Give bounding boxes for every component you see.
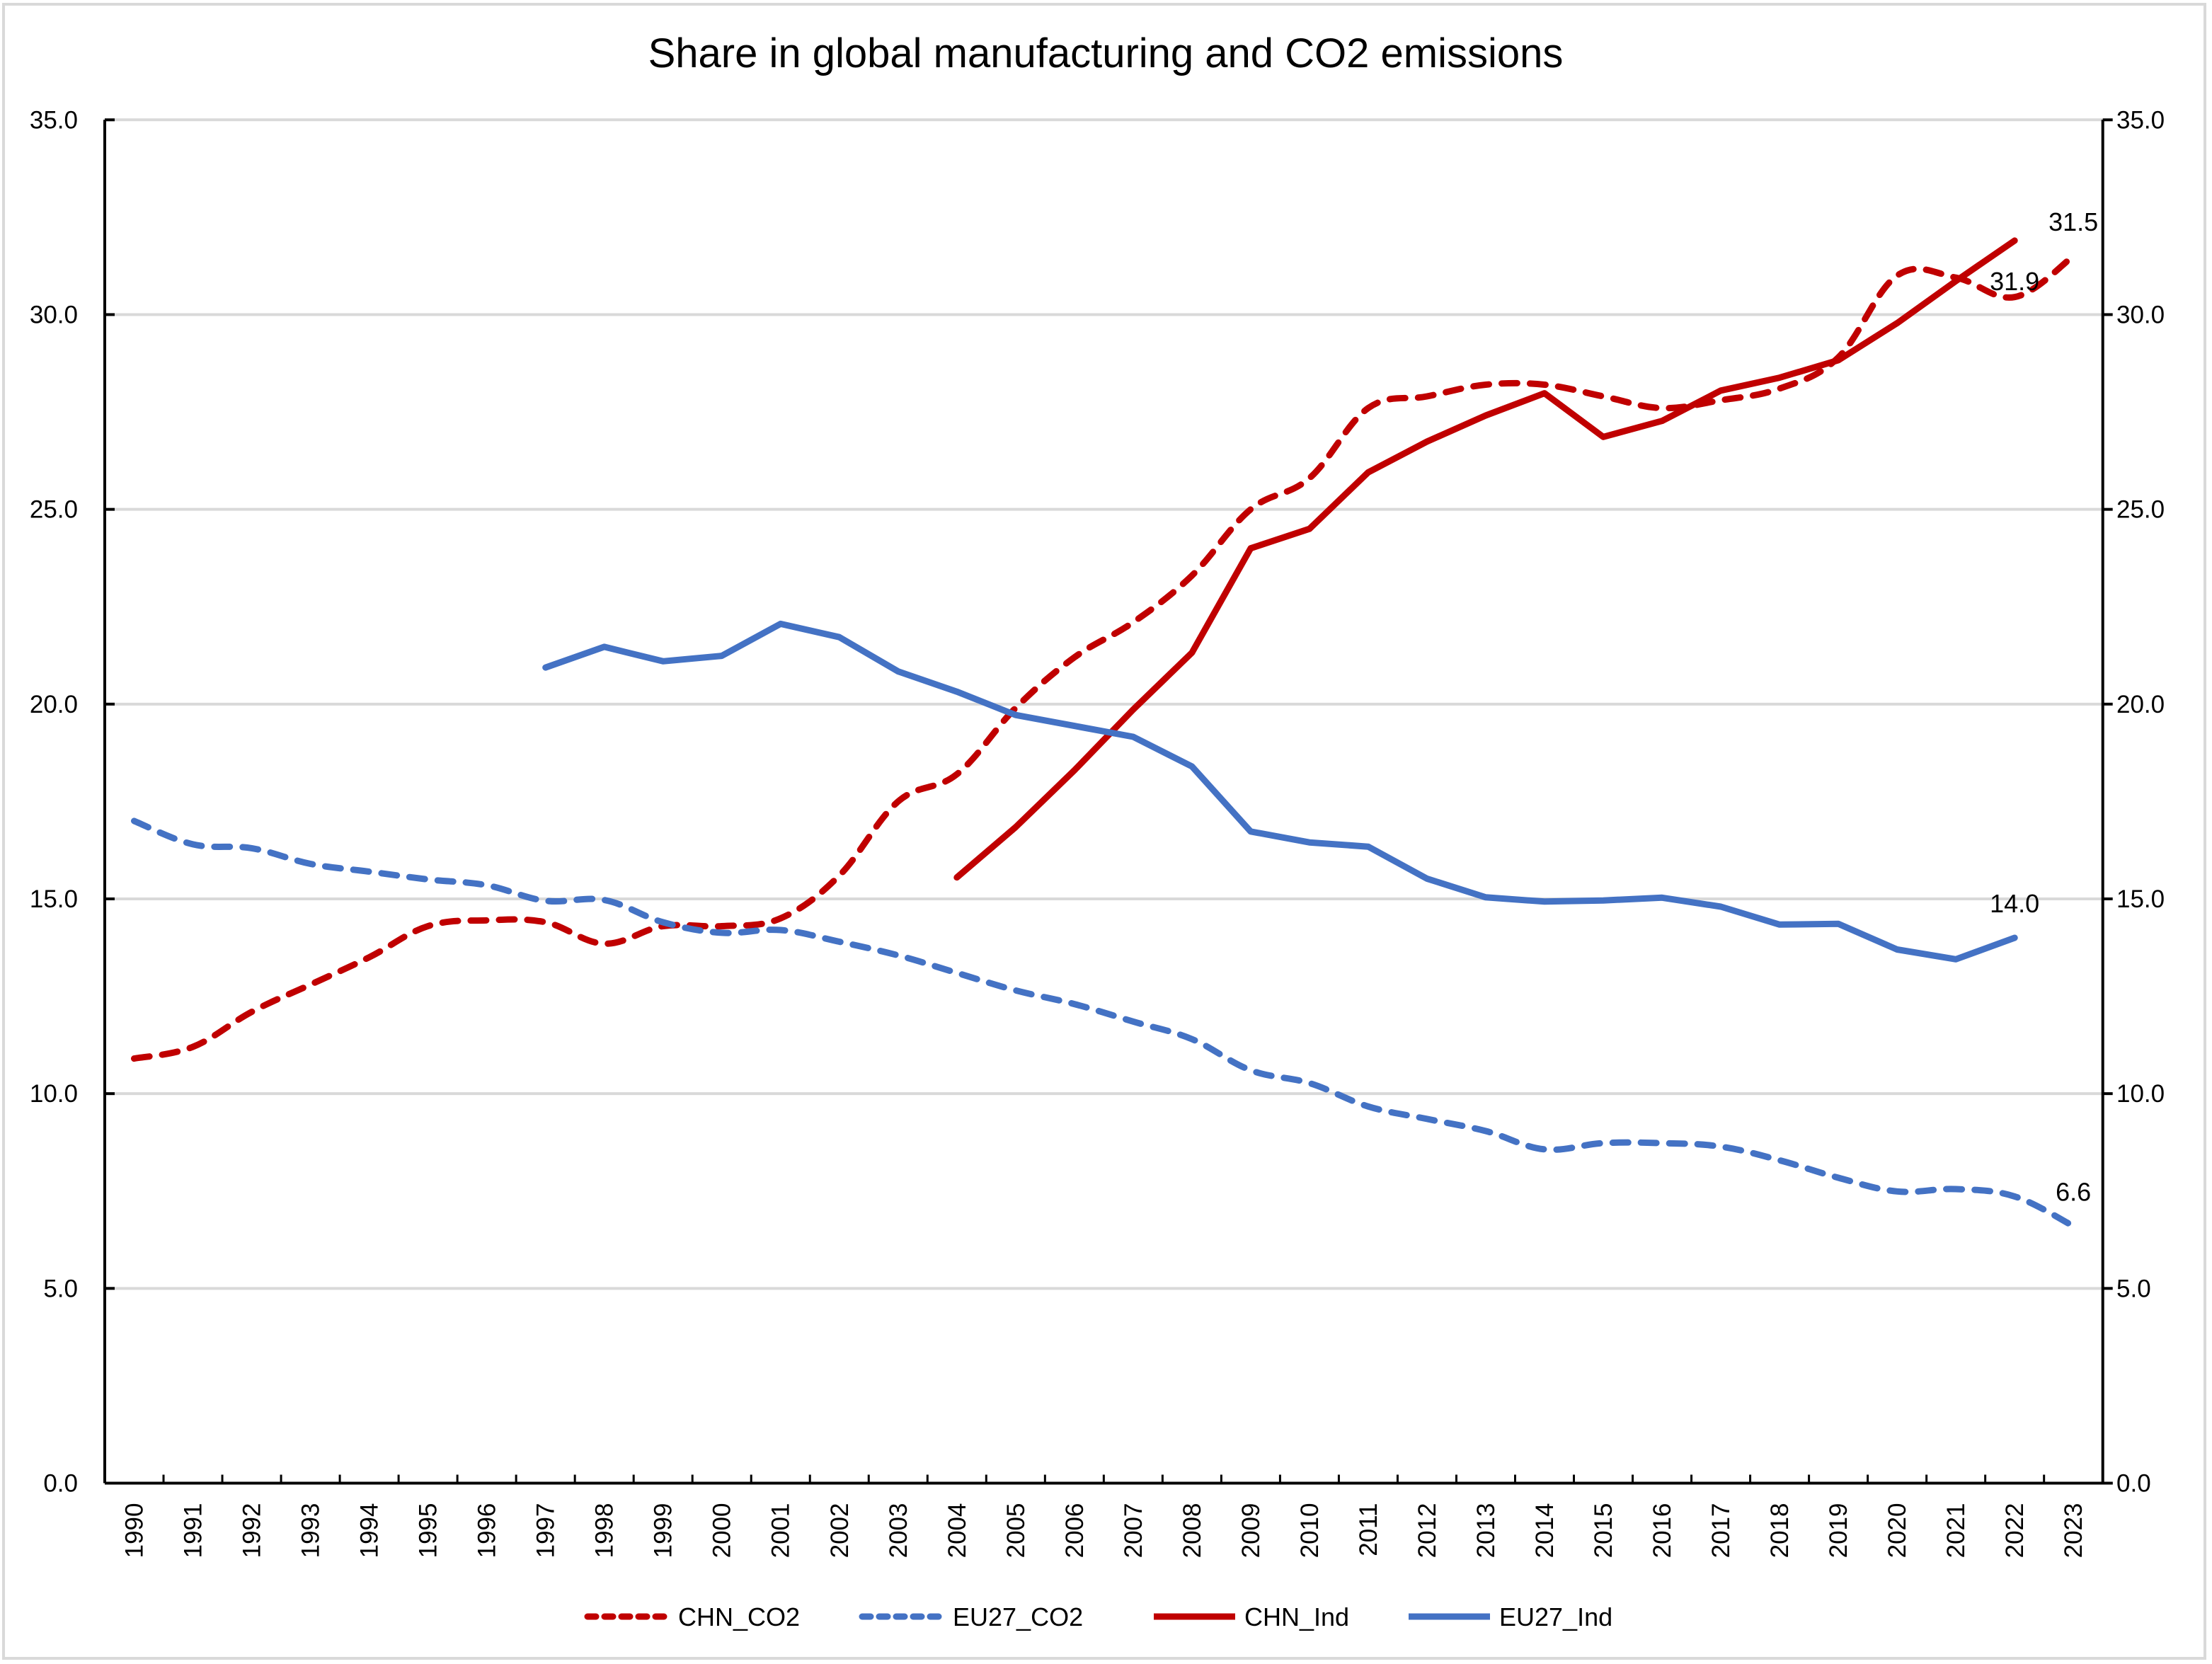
x-tick-label: 1991: [180, 1503, 207, 1559]
data-label-chn-ind: 31.9: [1990, 267, 2039, 296]
legend-label: CHN_CO2: [678, 1602, 800, 1631]
data-label-chn-co2: 31.5: [2048, 207, 2098, 236]
x-tick-label: 2002: [826, 1503, 854, 1559]
y-tick-label-right: 25.0: [2116, 496, 2165, 524]
x-tick-label: 2008: [1179, 1503, 1206, 1559]
x-tick-label: 2009: [1237, 1503, 1265, 1559]
legend-label: EU27_CO2: [953, 1602, 1083, 1631]
x-tick-label: 1999: [650, 1503, 677, 1559]
series-line-chn-ind: [953, 237, 2018, 881]
series-line-chn-co2: [131, 253, 2077, 1062]
series-eu27-ind: [542, 620, 2018, 963]
y-tick-label-right: 0.0: [2116, 1470, 2151, 1498]
x-tick-label: 1993: [297, 1503, 325, 1559]
x-tick-label: 2014: [1531, 1503, 1559, 1559]
x-tick-label: 2015: [1590, 1503, 1617, 1559]
y-tick-label-left: 15.0: [30, 885, 78, 913]
x-tick-label: 1995: [415, 1503, 442, 1559]
data-labels: 31.5 6.6 31.9 14.0: [1990, 207, 2098, 1206]
x-tick-label: 1994: [356, 1503, 384, 1559]
x-tick-label: 2021: [1942, 1503, 1970, 1559]
legend-item-chn-co2: CHN_CO2: [584, 1602, 800, 1631]
x-tick-label: 2000: [709, 1503, 736, 1559]
y-tick-label-right: 20.0: [2116, 691, 2165, 718]
x-tick-label: 2011: [1355, 1503, 1382, 1556]
x-tick-label: 2020: [1884, 1503, 1911, 1559]
y-tick-label-right: 35.0: [2116, 106, 2165, 134]
legend: CHN_CO2 EU27_CO2 CHN_Ind EU27_Ind: [584, 1602, 1612, 1631]
legend-label: EU27_Ind: [1499, 1602, 1612, 1631]
x-tick-label: 1990: [121, 1503, 149, 1559]
chart-frame: [2, 3, 2206, 1660]
x-tick-label: 2005: [1002, 1503, 1030, 1559]
y-tick-label-right: 15.0: [2116, 885, 2165, 913]
x-tick-label: 2017: [1707, 1503, 1735, 1559]
legend-item-eu27-ind: EU27_Ind: [1409, 1602, 1612, 1631]
data-label-eu27-ind: 14.0: [1990, 889, 2039, 918]
y-tick-label-right: 5.0: [2116, 1275, 2151, 1302]
x-tick-label: 2003: [885, 1503, 912, 1559]
series-line-eu27-co2: [131, 817, 2077, 1229]
y-tick-label-left: 0.0: [43, 1470, 78, 1498]
chart-title: Share in global manufacturing and CO2 em…: [648, 30, 1564, 76]
y-tick-label-left: 35.0: [30, 106, 78, 134]
x-tick-label: 2004: [944, 1503, 971, 1559]
x-tick-label: 2023: [2060, 1503, 2087, 1559]
y-tick-label-left: 20.0: [30, 691, 78, 718]
x-tick-label: 2018: [1766, 1503, 1794, 1559]
y-tick-label-left: 25.0: [30, 496, 78, 524]
y-tick-label-right: 30.0: [2116, 301, 2165, 328]
x-tick-label: 2010: [1296, 1503, 1324, 1559]
series-eu27-co2: [131, 817, 2077, 1229]
gridlines: [105, 118, 2103, 1290]
y-tick-label-left: 5.0: [43, 1275, 78, 1302]
y-tick-label-left: 30.0: [30, 301, 78, 328]
x-tick-label: 2022: [2001, 1503, 2029, 1559]
x-tick-label: 2013: [1472, 1503, 1500, 1559]
x-tick-label: 2001: [767, 1503, 795, 1559]
y-tick-label-right: 10.0: [2116, 1080, 2165, 1108]
series-chn-ind: [953, 237, 2018, 881]
y-tick-label-left: 10.0: [30, 1080, 78, 1108]
x-tick-label: 1998: [591, 1503, 619, 1559]
series-lines: [131, 237, 2077, 1229]
x-tick-label: 1996: [474, 1503, 501, 1559]
x-tick-label: 2007: [1120, 1503, 1147, 1559]
x-tick-label: 1997: [532, 1503, 560, 1559]
legend-label: CHN_Ind: [1244, 1602, 1349, 1631]
series-line-eu27-ind: [542, 620, 2018, 963]
axes: 0.0 0.0 5.0 5.0 10.0 10.0 15.0 15.0 20.0 20.0 25.0…: [30, 106, 2165, 1558]
x-tick-label: 2006: [1061, 1503, 1089, 1559]
x-tick-label: 2016: [1649, 1503, 1676, 1559]
legend-item-eu27-co2: EU27_CO2: [859, 1602, 1083, 1631]
data-label-eu27-co2: 6.6: [2056, 1177, 2091, 1206]
legend-item-chn-ind: CHN_Ind: [1154, 1602, 1349, 1631]
x-tick-label: 2019: [1825, 1503, 1852, 1559]
x-tick-label: 1992: [239, 1503, 266, 1559]
x-tick-label: 2012: [1414, 1503, 1441, 1559]
series-chn-co2: [131, 253, 2077, 1062]
